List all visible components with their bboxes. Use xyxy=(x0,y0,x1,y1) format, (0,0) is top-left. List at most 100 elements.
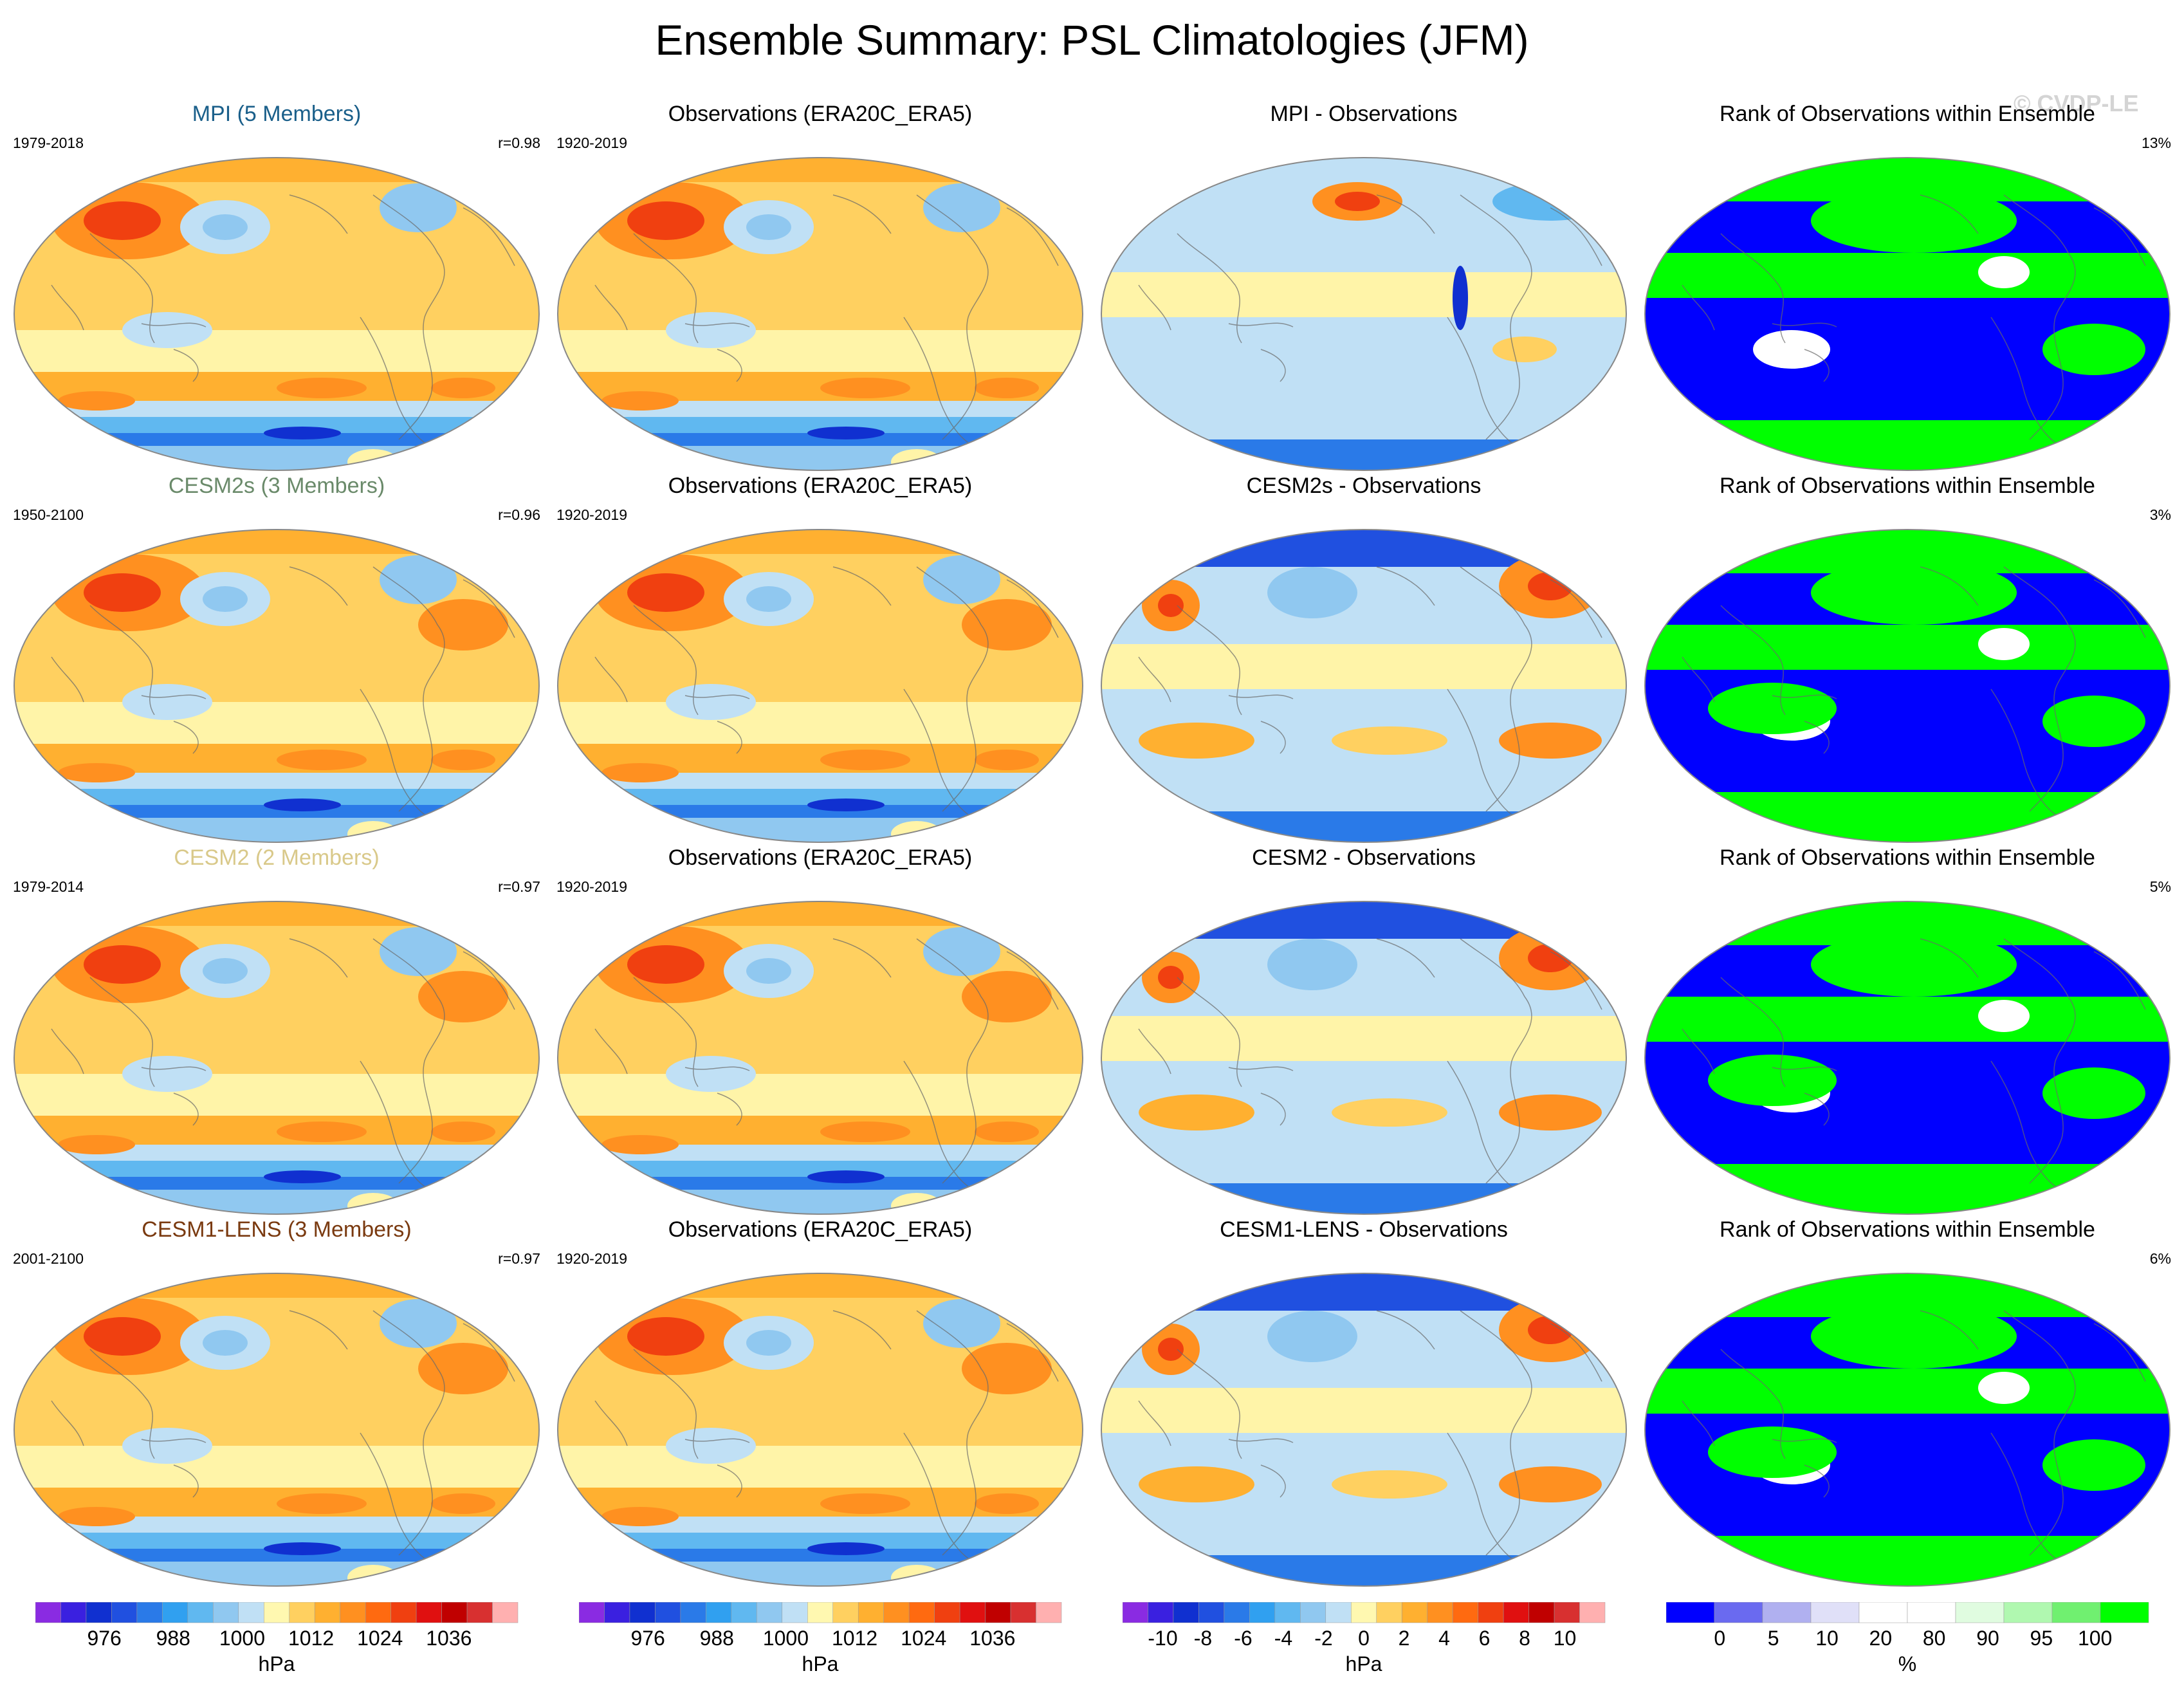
coastline-segment xyxy=(1772,1066,1837,1071)
indian-ocean-high xyxy=(601,763,679,782)
coastline-segment xyxy=(1006,951,1059,1010)
circumpolar-trough xyxy=(264,427,341,439)
siberian-high-core xyxy=(84,573,161,612)
colorbar-swatch xyxy=(1666,1602,1715,1623)
south-atlantic-high xyxy=(975,750,1039,770)
colorbar-3: -10 -8 -6 -4 -2 0 2 4 6 8 10 hPa xyxy=(1123,1602,1611,1679)
band-tropics xyxy=(558,330,1083,372)
coastline-segment xyxy=(1447,688,1512,815)
coastline-segment xyxy=(51,1028,84,1075)
coastline-segment xyxy=(684,322,750,328)
period-label: 1979-2018 xyxy=(13,134,84,151)
band-arctic xyxy=(558,530,1083,554)
period-label: 1979-2014 xyxy=(13,878,84,895)
globe-outline xyxy=(14,1273,540,1587)
south-atlantic-bias xyxy=(1499,1466,1602,1502)
colorbar-swatch xyxy=(238,1602,264,1623)
coastline-segment xyxy=(51,1400,84,1446)
coastline-segment xyxy=(916,1310,989,1556)
colorbar-swatch xyxy=(1376,1602,1402,1623)
coastline-segment xyxy=(1804,721,1830,754)
globe-map xyxy=(1644,1273,2170,1587)
colorbar-swatch xyxy=(1325,1602,1352,1623)
coastline-segment xyxy=(141,694,206,699)
north-pacific-bias-core xyxy=(1335,192,1380,211)
colorbar-swatch xyxy=(35,1602,61,1623)
warm-pool-low xyxy=(666,312,756,348)
aleutian-low-core xyxy=(203,214,248,240)
colorbar-swatch xyxy=(1858,1602,1908,1623)
panel-title: CESM2 (2 Members) xyxy=(174,845,380,870)
coastline-segment xyxy=(360,1432,425,1559)
globe-outline xyxy=(14,901,540,1215)
colorbar-tick-label: 1024 xyxy=(357,1627,403,1650)
coastline-segment xyxy=(1177,233,1242,344)
colorbar-swatch xyxy=(1478,1602,1504,1623)
coastline-segment xyxy=(1260,1093,1286,1126)
coastline-segment xyxy=(2003,938,2076,1184)
coastline-segment xyxy=(463,207,515,266)
colorbar-tick-label: 1000 xyxy=(762,1627,809,1650)
band-arctic xyxy=(14,1273,539,1298)
period-label: 1950-2100 xyxy=(13,506,84,523)
coastline-segment xyxy=(1990,317,2056,443)
icelandic-low xyxy=(923,555,1000,604)
psl-field xyxy=(558,901,1083,1214)
globe-outline xyxy=(1644,901,2170,1215)
indian-ocean-high xyxy=(58,763,135,782)
difference-field xyxy=(1101,530,1626,842)
coastline-segment xyxy=(1447,317,1512,443)
coastline-segment xyxy=(1550,1323,1602,1382)
band-southern-low xyxy=(558,805,1083,818)
coastline-segment xyxy=(89,1349,155,1459)
coastline-segment xyxy=(717,1093,742,1126)
coastline-segment xyxy=(1460,938,1532,1184)
colorbar-swatch xyxy=(416,1602,442,1623)
coastline-segment xyxy=(1260,721,1286,754)
coastline-segment xyxy=(372,938,445,1184)
coastlines xyxy=(1138,566,1602,815)
colorbar-swatch xyxy=(1224,1602,1250,1623)
south-pacific-bias xyxy=(1332,1470,1447,1499)
coastline-segment xyxy=(832,1310,892,1350)
icelandic-low xyxy=(923,1299,1000,1348)
rank-tropics xyxy=(1645,997,2170,1042)
coastline-segment xyxy=(1920,938,1979,978)
coastline-segment xyxy=(1138,1028,1171,1075)
band-southern-low xyxy=(14,1177,539,1190)
pattern-correlation: r=0.97 xyxy=(498,878,540,895)
circumpolar-trough xyxy=(807,1170,885,1183)
colorbar-2: 976 988 1000 1012 1024 1036 hPa xyxy=(579,1602,1068,1679)
pattern-correlation: r=0.96 xyxy=(498,506,540,523)
coastline-segment xyxy=(360,688,425,815)
globe-map xyxy=(1101,1273,1627,1587)
coastline-segment xyxy=(1920,566,1979,606)
coastline-segment xyxy=(289,938,348,978)
globe-map xyxy=(557,1273,1083,1587)
model-panel-row3: CESM2 (2 Members) 1979-2014 r=0.97 xyxy=(0,844,553,1217)
colorbar-swatch xyxy=(807,1602,833,1623)
coastline-segment xyxy=(633,605,699,715)
azores-high xyxy=(962,1343,1052,1394)
rank-percent: 13% xyxy=(2141,134,2171,151)
colorbar-swatches xyxy=(579,1602,1062,1623)
colorbar-swatch xyxy=(1010,1602,1036,1623)
coastline-segment xyxy=(173,721,199,754)
colorbar-tick-label: 95 xyxy=(2030,1627,2053,1650)
colorbar-tick-label: 988 xyxy=(699,1627,734,1650)
aleutian-low-core xyxy=(746,586,791,612)
coastline-segment xyxy=(1138,1400,1171,1446)
globe-outline xyxy=(1101,901,1627,1215)
colorbar-swatch xyxy=(441,1602,468,1623)
band-arctic xyxy=(14,530,539,554)
coastline-segment xyxy=(1990,688,2056,815)
aleutian-low-core xyxy=(203,586,248,612)
band-arctic xyxy=(558,158,1083,182)
band-tropical xyxy=(1101,644,1626,689)
rank-tropics xyxy=(1645,625,2170,670)
rank-percent: 5% xyxy=(2149,878,2171,895)
coastline-segment xyxy=(594,284,628,331)
panel-title: CESM1-LENS (3 Members) xyxy=(142,1217,412,1242)
band-antarctic xyxy=(558,818,1083,842)
colorbar-swatch xyxy=(365,1602,391,1623)
